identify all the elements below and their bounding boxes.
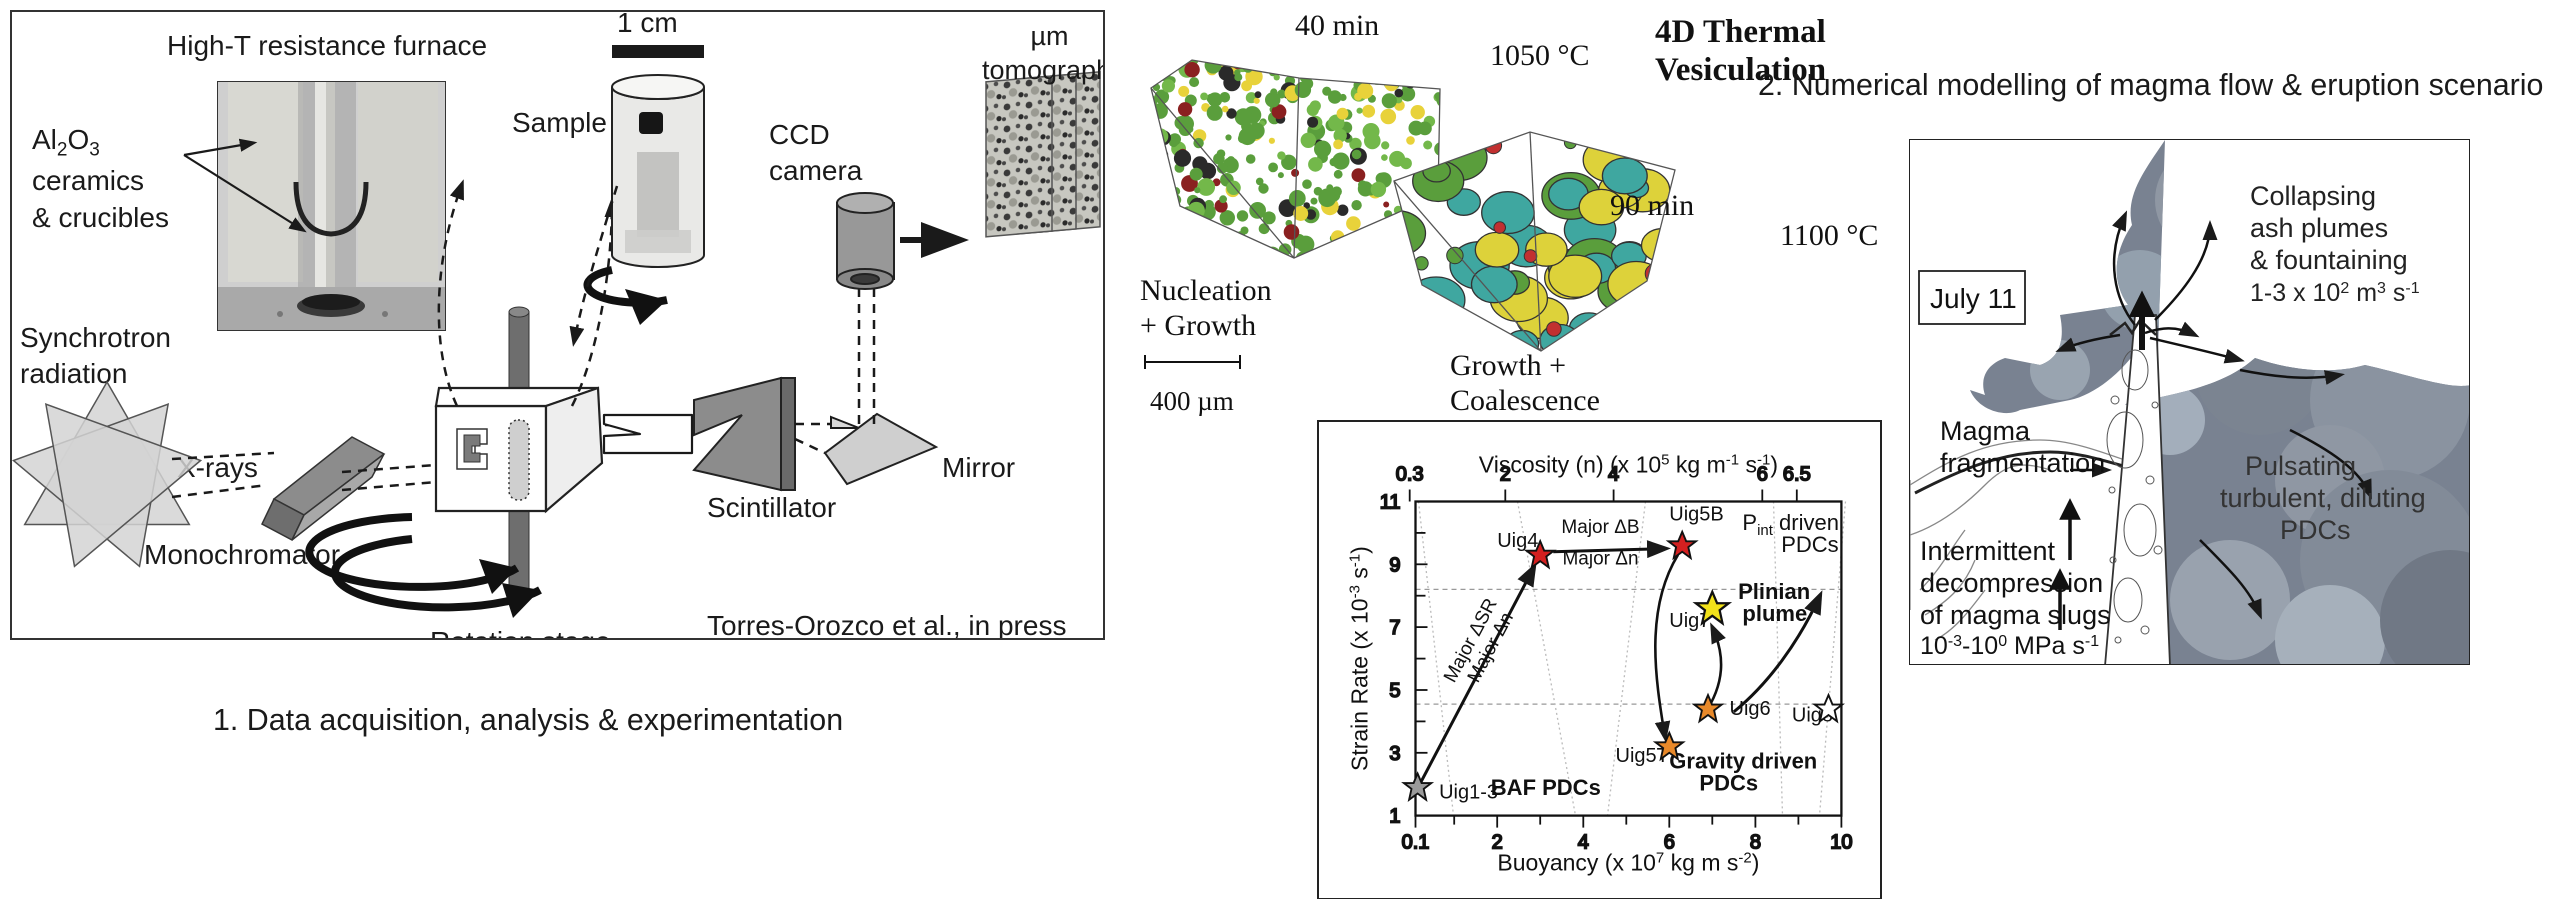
svg-text:400 µm: 400 µm [1150,386,1234,416]
svg-text:5: 5 [1389,680,1400,702]
svg-text:0.1: 0.1 [1402,832,1430,854]
svg-text:plume: plume [1742,601,1807,626]
svg-text:9: 9 [1389,554,1400,576]
svg-text:7: 7 [1389,617,1400,639]
svg-text:Buoyancy (x 107 kg m s-2): Buoyancy (x 107 kg m s-2) [1497,850,1759,876]
svg-text:Major ΔB: Major ΔB [1561,517,1639,538]
svg-text:1050 °C: 1050 °C [1490,39,1590,72]
svg-text:PDCs: PDCs [1781,532,1838,557]
svg-text:Viscosity (n) (x 105 kg m-1 s-: Viscosity (n) (x 105 kg m-1 s-1) [1479,452,1778,478]
svg-text:ash plumes: ash plumes [2250,213,2388,243]
svg-text:10-3-100 MPa s-1: 10-3-100 MPa s-1 [1920,632,2099,660]
svg-text:BAF PDCs: BAF PDCs [1491,775,1601,800]
svg-text:fragmentation: fragmentation [1940,448,2105,478]
svg-text:0.3: 0.3 [1396,464,1424,486]
svg-text:1 cm: 1 cm [617,10,678,38]
svg-text:90 min: 90 min [1610,189,1694,222]
svg-text:turbulent, diluting: turbulent, diluting [2220,483,2426,513]
svg-text:Uig1-3: Uig1-3 [1439,781,1498,803]
svg-text:11: 11 [1380,492,1401,514]
svg-text:Major Δn: Major Δn [1562,548,1638,569]
svg-text:1-3 x 102 m3 s-1: 1-3 x 102 m3 s-1 [2250,279,2420,307]
svg-text:1: 1 [1389,806,1400,828]
svg-text:& fountaining: & fountaining [2250,245,2408,275]
svg-text:3: 3 [1389,743,1400,765]
svg-text:40 min: 40 min [1295,9,1379,42]
svg-text:July 11: July 11 [1930,283,2017,314]
svg-text:Uig4: Uig4 [1497,530,1538,552]
svg-text:of magma slugs: of magma slugs [1920,600,2111,630]
svg-text:6.5: 6.5 [1783,464,1811,486]
svg-text:Magma: Magma [1940,416,2031,446]
svg-text:Nucleation: Nucleation [1140,274,1272,307]
svg-text:Uig5B: Uig5B [1669,503,1723,525]
svg-text:Intermittent: Intermittent [1920,536,2056,566]
svg-text:4D Thermal: 4D Thermal [1655,14,1826,50]
svg-text:1100 °C: 1100 °C [1780,219,1878,252]
svg-text:+ Growth: + Growth [1140,309,1256,342]
svg-text:10: 10 [1830,832,1852,854]
svg-text:Pulsating: Pulsating [2245,451,2356,481]
svg-text:Growth +: Growth + [1450,349,1566,382]
svg-text:decompression: decompression [1920,568,2103,598]
svg-text:Collapsing: Collapsing [2250,181,2376,211]
svg-text:PDCs: PDCs [1699,771,1758,796]
svg-text:Strain Rate (x 10-3 s-1): Strain Rate (x 10-3 s-1) [1347,546,1373,771]
svg-text:Coalescence: Coalescence [1450,384,1600,417]
svg-text:PDCs: PDCs [2280,515,2351,545]
